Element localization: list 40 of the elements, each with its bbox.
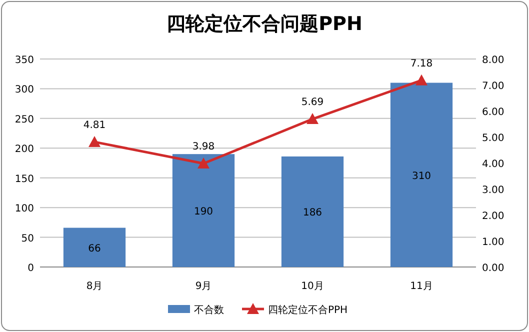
legend-label: 四轮定位不合PPH bbox=[268, 304, 348, 316]
y-tick-label: 150 bbox=[14, 174, 34, 185]
data-label: 4.81 bbox=[83, 120, 106, 131]
legend-label: 不合数 bbox=[194, 304, 224, 316]
bar bbox=[63, 228, 126, 267]
y-tick-label: 200 bbox=[14, 144, 34, 156]
y-tick-label: 0 bbox=[28, 263, 34, 274]
y2-tick-label: 5.00 bbox=[482, 133, 504, 144]
y2-tick-label: 6.00 bbox=[482, 107, 504, 118]
data-label: 5.69 bbox=[301, 97, 324, 108]
point bbox=[416, 74, 428, 86]
data-label: 7.18 bbox=[410, 58, 433, 70]
bar bbox=[390, 82, 453, 267]
data-label: 190 bbox=[194, 206, 214, 218]
bar bbox=[172, 154, 235, 267]
y-tick-label: 100 bbox=[14, 204, 34, 215]
y-tick-label: 250 bbox=[14, 114, 34, 126]
y2-tick-label: 4.00 bbox=[482, 159, 504, 170]
y2-tick-label: 2.00 bbox=[482, 211, 504, 222]
bar bbox=[281, 156, 344, 267]
y2-tick-label: 7.00 bbox=[482, 81, 504, 92]
x-tick-label: 10月 bbox=[301, 281, 324, 292]
x-tick-label: 11月 bbox=[410, 281, 433, 292]
x-tick-label: 8月 bbox=[86, 281, 103, 292]
y2-tick-label: 1.00 bbox=[482, 237, 504, 248]
y2-tick-label: 8.00 bbox=[482, 55, 504, 66]
y2-tick-label: 3.00 bbox=[482, 185, 504, 196]
data-label: 66 bbox=[88, 243, 101, 254]
y2-tick-label: 0.00 bbox=[482, 263, 504, 274]
data-label: 186 bbox=[302, 208, 322, 219]
point bbox=[306, 113, 318, 124]
point bbox=[198, 158, 210, 169]
data-label: 310 bbox=[412, 170, 432, 182]
y-tick-label: 350 bbox=[14, 55, 34, 66]
chart-title: 四轮定位不合问题PPH bbox=[166, 13, 362, 35]
y-tick-label: 300 bbox=[14, 84, 34, 96]
y-tick-label: 50 bbox=[21, 233, 34, 244]
point bbox=[88, 136, 100, 147]
data-label: 3.98 bbox=[192, 142, 215, 153]
x-tick-label: 9月 bbox=[195, 281, 212, 292]
